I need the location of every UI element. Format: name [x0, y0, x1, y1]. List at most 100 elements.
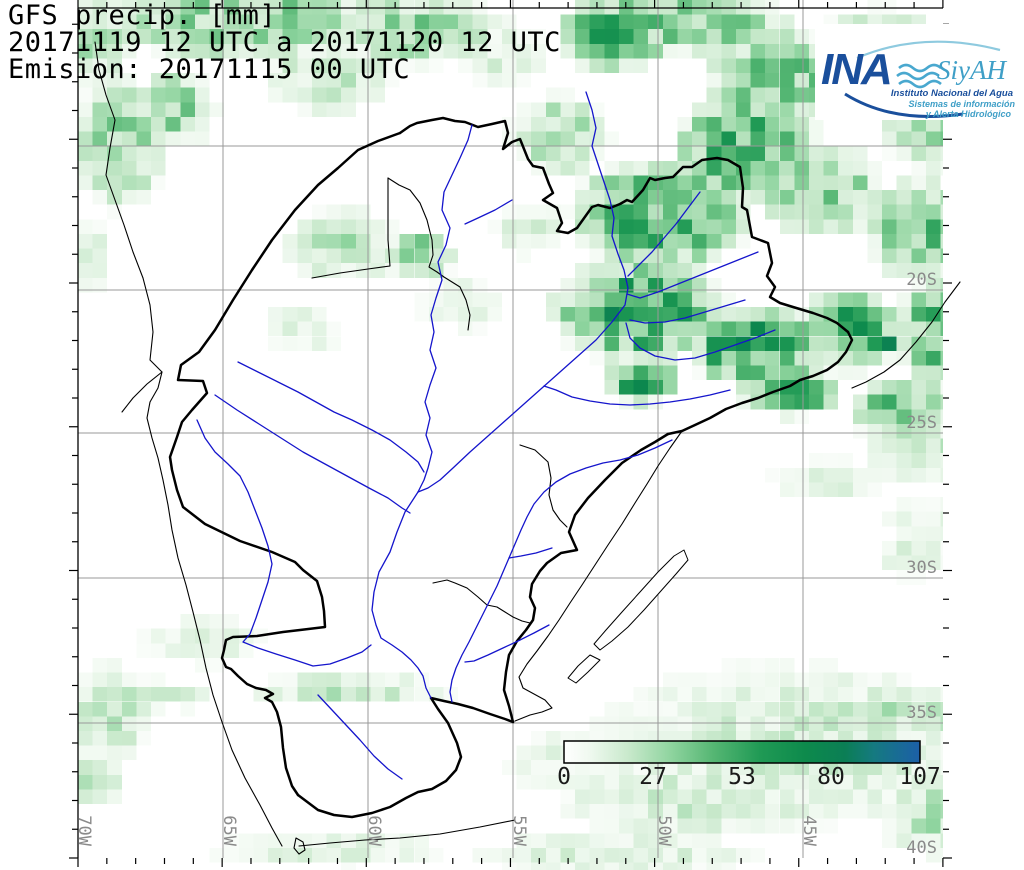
lat-label: 25S	[906, 413, 937, 433]
precip-cell	[282, 848, 298, 863]
precip-cell	[882, 789, 897, 805]
precip-cell	[940, 292, 943, 307]
precip-cell	[121, 43, 137, 59]
precip-cell	[253, 14, 268, 30]
precip-cell	[706, 760, 722, 775]
precip-cell	[911, 175, 926, 190]
precip-cell	[852, 424, 868, 439]
precip-cell	[867, 760, 883, 775]
precip-cell	[721, 190, 736, 205]
precip-cell	[692, 292, 707, 307]
precip-cell	[735, 219, 751, 234]
precip-cell	[823, 657, 839, 673]
precip-cell	[385, 58, 400, 74]
precip-cell	[92, 146, 108, 161]
precip-cell	[867, 467, 883, 483]
precip-cell	[151, 102, 166, 117]
precip-cell	[545, 292, 561, 307]
precip-cell	[926, 453, 941, 468]
precip-cell	[633, 789, 649, 805]
precip-cell	[268, 87, 283, 103]
precip-cell	[677, 716, 692, 731]
precip-cell	[472, 58, 488, 74]
precip-cell	[838, 175, 853, 190]
precip-cell	[940, 380, 943, 395]
colorbar-tick-label: 80	[817, 764, 845, 790]
precip-cell	[911, 248, 926, 264]
precip-cell	[414, 263, 429, 278]
precip-cell	[809, 160, 824, 176]
precip-cell	[852, 321, 868, 337]
precip-cell	[692, 29, 707, 44]
precip-cell	[326, 73, 342, 88]
precip-cell	[677, 818, 692, 834]
precip-cell	[92, 58, 108, 74]
precip-cell	[399, 29, 415, 44]
precip-cell	[648, 848, 663, 863]
precip-cell	[195, 687, 210, 702]
precip-cell	[165, 102, 181, 117]
precip-cell	[472, 43, 488, 59]
precip-cell	[399, 848, 415, 863]
precip-cell	[151, 160, 166, 176]
precip-cell	[779, 365, 795, 381]
precip-cell	[545, 87, 561, 103]
precip-cell	[765, 365, 780, 381]
precip-cell	[78, 58, 93, 74]
precip-cell	[78, 0, 93, 15]
precip-cell	[823, 687, 839, 702]
precip-cell	[428, 0, 444, 15]
precip-cell	[282, 687, 298, 702]
precip-cell	[604, 160, 619, 176]
precip-cell	[560, 833, 576, 848]
precip-cell	[794, 672, 809, 688]
precip-cell	[750, 102, 766, 117]
precip-cell	[633, 350, 649, 366]
precip-cell	[735, 818, 751, 834]
precip-cell	[121, 73, 137, 88]
precip-cell	[180, 117, 195, 132]
precip-cell	[618, 219, 634, 234]
precip-cell	[940, 818, 943, 834]
precip-cell	[911, 146, 926, 161]
precip-cell	[662, 789, 678, 805]
precip-cell	[575, 233, 590, 249]
precip-cell	[311, 833, 327, 848]
precip-cell	[355, 43, 371, 59]
precip-cell	[882, 204, 897, 220]
precip-cell	[794, 818, 809, 834]
precip-cell	[721, 146, 736, 161]
precip-cell	[926, 438, 941, 454]
precip-cell	[940, 219, 943, 234]
precip-cell	[750, 657, 766, 673]
precip-cell	[648, 321, 663, 337]
precip-cell	[779, 350, 795, 366]
precip-cell	[926, 380, 941, 395]
precip-cell	[852, 204, 868, 220]
precip-cell	[107, 701, 122, 717]
precip-cell	[911, 438, 926, 454]
precip-cell	[823, 789, 839, 805]
precip-cell	[633, 263, 649, 278]
basin-boundary-west	[168, 131, 402, 797]
precip-cell	[765, 131, 780, 147]
precip-cell	[677, 862, 692, 870]
precip-cell	[882, 190, 897, 205]
precip-cell	[589, 248, 605, 264]
precip-cell	[618, 233, 634, 249]
precip-cell	[911, 789, 926, 805]
precip-cell	[560, 29, 576, 44]
precip-cell	[648, 336, 663, 351]
precip-cell	[633, 701, 649, 717]
precip-cell	[750, 14, 766, 30]
precip-cell	[282, 58, 298, 74]
precip-cell	[852, 350, 868, 366]
precip-cell	[706, 716, 722, 731]
precip-cell	[165, 29, 181, 44]
precip-cell	[692, 672, 707, 688]
precip-cell	[78, 175, 93, 190]
precip-cell	[750, 818, 766, 834]
precip-cell	[794, 716, 809, 731]
precip-cell	[896, 526, 912, 541]
precip-cell	[735, 365, 751, 381]
